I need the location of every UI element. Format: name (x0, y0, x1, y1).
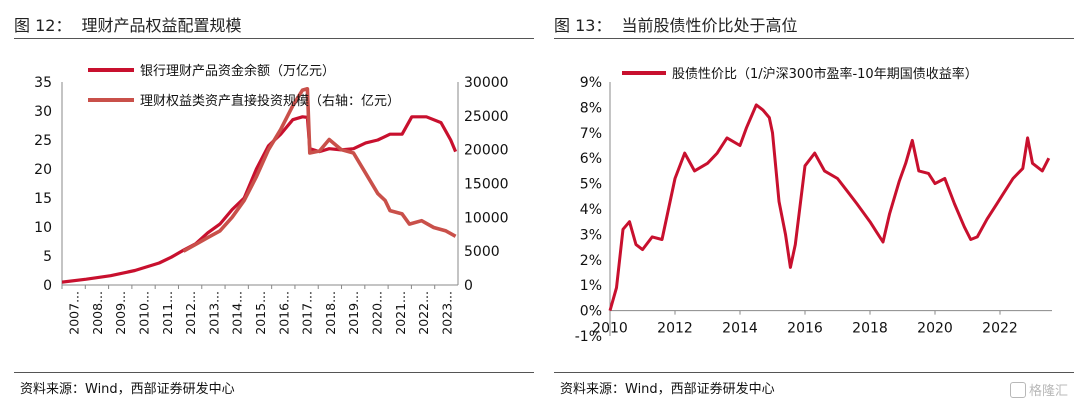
left-x-tick-label: 2016... (276, 291, 291, 335)
left-x-tick-label: 2008... (90, 291, 105, 335)
left-y-tick-label: 0 (43, 278, 52, 294)
left-series-line-2 (182, 87, 457, 253)
left-y-tick-label: 25 (34, 133, 52, 149)
left-x-tick-label: 2019... (346, 291, 361, 335)
right-x-tick-label: 2014 (722, 321, 758, 337)
right-y-tick-label: 7% (580, 126, 602, 142)
right-figure-title: 图 13： 当前股债性价比处于高位 (554, 12, 797, 36)
right-y-tick-label: 8% (580, 100, 602, 116)
right-series-line-1 (608, 103, 1051, 312)
watermark-text: 格隆汇 (1028, 384, 1068, 399)
right-y-tick-label: -1% (575, 329, 602, 345)
right-x-tick-label: 2012 (657, 321, 693, 337)
left-y-tick-label: 10 (34, 220, 52, 236)
left-x-tick-label: 2023... (439, 291, 454, 335)
right-y-tick-label: 4% (580, 202, 602, 218)
left-x-tick-label: 2011... (160, 291, 175, 335)
right-y-tick-label: 2% (580, 253, 602, 269)
left-x-tick-label: 2017... (300, 291, 315, 335)
left-figure-number: 图 12： (14, 16, 72, 35)
left-y2-tick-label: 20000 (464, 143, 509, 159)
left-figure-title-text: 理财产品权益配置规模 (81, 16, 242, 35)
left-y2-tick-label: 5000 (464, 244, 500, 260)
left-figure-title: 图 12： 理财产品权益配置规模 (14, 12, 241, 36)
left-x-tick-label: 2010... (137, 291, 152, 335)
right-x-tick-label: 2022 (982, 321, 1018, 337)
right-figure-number: 图 13： (554, 16, 612, 35)
left-x-tick-label: 2018... (323, 291, 338, 335)
left-y2-tick-label: 25000 (464, 109, 509, 125)
left-y-tick-label: 20 (34, 162, 52, 178)
right-y-tick-label: 5% (580, 177, 602, 193)
left-x-tick-label: 2014... (230, 291, 245, 335)
left-dual-axis-line-chart: 0 5 10 15 20 25 30 35 0 5000 10000 15000 20000 25000 3… (34, 63, 509, 335)
left-y2-tick-label: 30000 (464, 75, 509, 91)
right-figure-title-text: 当前股债性价比处于高位 (621, 16, 798, 35)
left-x-tick-label: 2015... (253, 291, 268, 335)
left-x-tick-label: 2007... (67, 291, 82, 335)
left-series-line-1 (62, 115, 458, 284)
left-legend-label-2: 理财权益类资产直接投资规模（右轴：亿元） (140, 93, 400, 109)
left-y2-tick-label: 15000 (464, 177, 509, 193)
left-x-tick-label: 2020... (369, 291, 384, 335)
left-legend-label-1: 银行理财产品资金余额（万亿元） (140, 63, 335, 79)
right-x-tick-label: 2020 (917, 321, 953, 337)
right-line-chart: -1% 0% 1% 2% 3% 4% 5% 6% 7% 8% 9% 2010 2012 2014 2016 2… (575, 66, 1052, 345)
left-y-tick-label: 30 (34, 104, 52, 120)
left-top-rule (14, 38, 534, 39)
left-source-note: 资料来源：Wind，西部证券研发中心 (20, 382, 235, 397)
left-x-tick-label: 2012... (183, 291, 198, 335)
left-y-tick-label: 35 (34, 75, 52, 91)
left-figure-panel: 图 12： 理财产品权益配置规模 0 5 10 15 20 25 30 35 0 5000 10000… (14, 12, 534, 397)
right-bottom-rule (554, 372, 1074, 373)
right-y-tick-label: 1% (580, 278, 602, 294)
right-legend-label-1: 股债性价比（1/沪深300市盈率-10年期国债收益率） (672, 66, 978, 82)
left-y-tick-label: 15 (34, 191, 52, 207)
watermark-icon (1009, 382, 1026, 398)
left-y2-tick-label: 10000 (464, 210, 509, 226)
left-x-tick-label: 2013... (206, 291, 221, 335)
right-source-note: 资料来源：Wind，西部证券研发中心 (560, 382, 775, 397)
right-y-tick-label: 6% (580, 151, 602, 167)
left-bottom-rule (14, 372, 534, 373)
right-y-tick-label: 3% (580, 227, 602, 243)
left-y2-tick-label: 0 (464, 278, 473, 294)
right-y-tick-label: 9% (580, 75, 602, 91)
right-y-tick-label: 0% (580, 304, 602, 320)
right-top-rule (554, 38, 1074, 39)
left-x-tick-label: 2022... (416, 291, 431, 335)
right-figure-panel: 图 13： 当前股债性价比处于高位 -1% 0% 1% 2% 3% 4% 5% 6% 7% 8% 9%… (540, 0, 1080, 405)
right-x-tick-label: 2010 (592, 321, 628, 337)
watermark-logo: 格隆汇 (1009, 380, 1068, 399)
right-x-tick-label: 2018 (852, 321, 888, 337)
left-x-tick-label: 2021... (393, 291, 408, 335)
right-x-tick-label: 2016 (787, 321, 823, 337)
left-y-tick-label: 5 (43, 249, 52, 265)
left-x-tick-label: 2009... (113, 291, 128, 335)
